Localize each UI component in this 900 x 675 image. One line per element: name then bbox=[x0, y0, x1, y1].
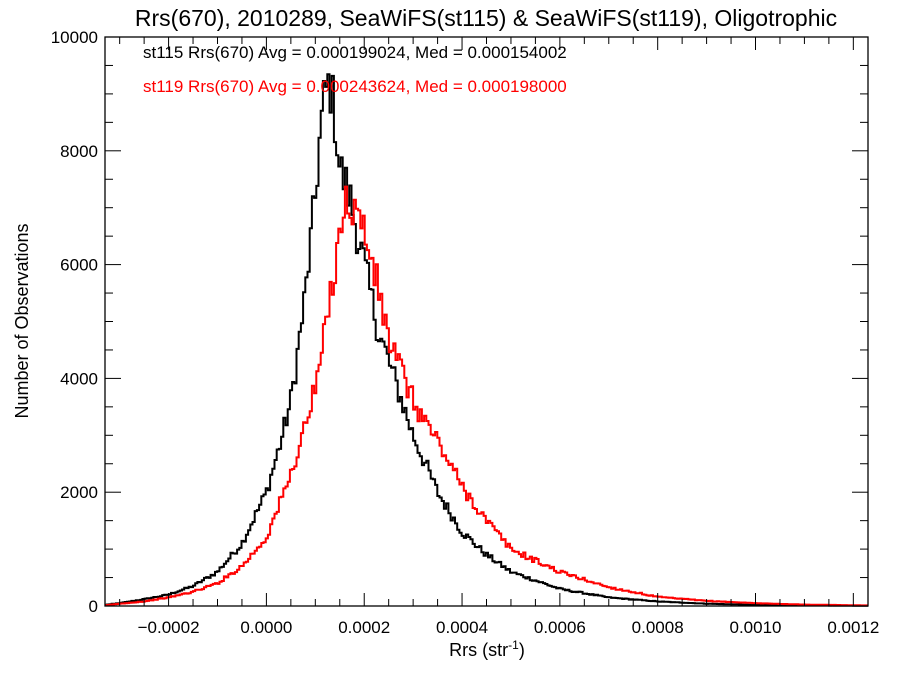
y-tick-label: 8000 bbox=[60, 142, 98, 161]
x-tick-label: 0.0012 bbox=[827, 618, 879, 637]
chart-title: Rrs(670), 2010289, SeaWiFS(st115) & SeaW… bbox=[135, 5, 837, 31]
y-tick-label: 4000 bbox=[60, 369, 98, 388]
x-tick-label: 0.0002 bbox=[338, 618, 390, 637]
series-st119-line bbox=[105, 185, 868, 607]
x-tick-label: −0.0002 bbox=[138, 618, 200, 637]
annotation-st115: st115 Rrs(670) Avg = 0.000199024, Med = … bbox=[143, 43, 567, 62]
x-tick-label: 0.0006 bbox=[534, 618, 586, 637]
y-tick-label: 10000 bbox=[51, 28, 98, 47]
x-axis-label-superscript: -1 bbox=[508, 638, 519, 652]
x-tick-label: 0.0000 bbox=[240, 618, 292, 637]
series-layer bbox=[105, 73, 868, 607]
x-tick-label: 0.0010 bbox=[730, 618, 782, 637]
annotation-st119: st119 Rrs(670) Avg = 0.000243624, Med = … bbox=[143, 77, 567, 96]
x-tick-label: 0.0008 bbox=[632, 618, 684, 637]
x-axis-label-tail: ) bbox=[519, 640, 525, 660]
x-axis-label-main: Rrs (str bbox=[449, 640, 508, 660]
axes: 0 2000 4000 6000 8000 10000 −0.0002 0.0000 0.000… bbox=[51, 28, 880, 637]
plot-frame bbox=[104, 36, 869, 607]
y-tick-label: 6000 bbox=[60, 256, 98, 275]
x-axis-label: Rrs (str-1) bbox=[449, 638, 525, 660]
x-tick-label: 0.0004 bbox=[436, 618, 488, 637]
y-tick-label: 2000 bbox=[60, 483, 98, 502]
series-st115-line bbox=[105, 73, 868, 607]
y-tick-label: 0 bbox=[89, 597, 98, 616]
y-axis-label: Number of Observations bbox=[12, 223, 32, 418]
